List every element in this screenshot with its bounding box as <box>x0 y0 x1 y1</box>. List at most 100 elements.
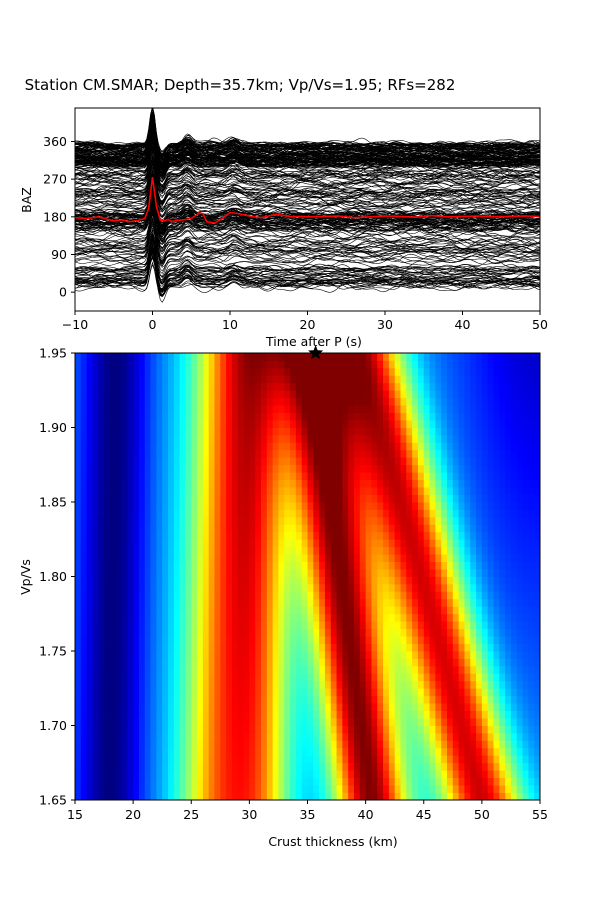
heatmap-cell <box>301 688 308 697</box>
heatmap-cell <box>377 509 384 518</box>
rf-x-axis-label: Time after P (s) <box>265 334 362 349</box>
heatmap-cell <box>208 710 215 719</box>
heatmap-cell <box>92 457 99 466</box>
heatmap-cell <box>301 680 308 689</box>
heatmap-cell <box>417 479 425 488</box>
heatmap-cell <box>231 554 239 562</box>
heatmap-cell <box>214 725 221 734</box>
heatmap-cell <box>197 725 204 734</box>
heatmap-cell <box>261 755 268 764</box>
heatmap-cell <box>313 367 320 376</box>
heatmap-cell <box>417 762 425 771</box>
heatmap-cell <box>470 643 477 652</box>
heatmap-cell <box>452 673 460 682</box>
heatmap-cell <box>191 673 198 682</box>
heatmap-cell <box>441 420 448 428</box>
heatmap-cell <box>272 434 279 443</box>
heatmap-cell <box>86 680 93 689</box>
heatmap-cell <box>481 382 489 391</box>
heatmap-cell <box>121 792 128 801</box>
heatmap-cell <box>319 576 326 585</box>
heatmap-cell <box>138 621 146 630</box>
heatmap-cell <box>481 710 489 719</box>
heatmap-cell <box>75 531 82 540</box>
heatmap-cell <box>342 680 349 689</box>
heatmap-cell <box>208 621 215 630</box>
heatmap-cell <box>313 621 320 630</box>
heatmap-cell <box>534 665 541 674</box>
heatmap-cell <box>400 621 407 630</box>
heatmap-cell <box>510 725 518 734</box>
heatmap-cell <box>75 561 82 570</box>
heatmap-cell <box>168 509 175 518</box>
heatmap-cell <box>301 524 308 533</box>
heatmap-cell <box>301 412 308 421</box>
heatmap-cell <box>336 710 343 719</box>
heatmap-cell <box>301 792 308 801</box>
heatmap-cell <box>144 524 151 533</box>
heatmap-cell <box>324 718 332 726</box>
heatmap-cell <box>138 427 146 436</box>
heatmap-cell <box>359 442 367 451</box>
heatmap-cell <box>278 449 285 458</box>
heatmap-cell <box>92 464 99 473</box>
heatmap-cell <box>284 375 291 384</box>
heatmap-cell <box>249 658 256 667</box>
heatmap-cell <box>156 494 163 503</box>
heatmap-cell <box>429 740 436 749</box>
heatmap-cell <box>324 710 332 719</box>
heatmap-cell <box>348 688 355 697</box>
heatmap-cell <box>185 695 192 704</box>
heatmap-cell <box>133 636 140 644</box>
heatmap-cell <box>336 740 343 749</box>
rf-x-tick-label: 30 <box>377 317 393 332</box>
heatmap-cell <box>470 412 477 421</box>
heatmap-cell <box>156 658 163 667</box>
heatmap-cell <box>324 651 332 659</box>
heatmap-cell <box>284 755 291 764</box>
heatmap-cell <box>231 434 239 443</box>
heatmap-cell <box>487 509 494 518</box>
heatmap-cell <box>98 412 105 421</box>
heatmap-cell <box>394 457 401 466</box>
heatmap-cell <box>307 487 314 495</box>
heatmap-cell <box>307 695 314 704</box>
heatmap-cell <box>92 367 99 376</box>
heatmap-cell <box>435 546 442 555</box>
heatmap-cell <box>295 718 303 726</box>
heatmap-cell <box>400 554 407 562</box>
heatmap-cell <box>388 673 396 682</box>
heatmap-cell <box>464 561 471 570</box>
heatmap-cell <box>470 479 477 488</box>
heatmap-cell <box>243 531 250 540</box>
heatmap-cell <box>144 665 151 674</box>
heatmap-cell <box>214 785 221 793</box>
heatmap-cell <box>481 770 489 779</box>
heatmap-cell <box>324 487 332 495</box>
heatmap-cell <box>127 509 134 518</box>
heatmap-cell <box>185 770 192 779</box>
heatmap-cell <box>133 516 140 525</box>
heatmap-cell <box>423 479 430 488</box>
heatmap-cell <box>255 576 262 585</box>
rf-trace <box>75 138 540 194</box>
heatmap-cell <box>394 524 401 533</box>
heatmap-cell <box>179 382 186 391</box>
heatmap-cell <box>197 554 204 562</box>
heatmap-cell <box>237 606 244 615</box>
heatmap-cell <box>202 643 210 652</box>
heatmap-cell <box>307 405 314 413</box>
heatmap-cell <box>185 732 192 741</box>
heatmap-cell <box>371 680 378 689</box>
heatmap-cell <box>493 710 500 719</box>
heatmap-cell <box>104 516 111 525</box>
heatmap-cell <box>75 472 82 481</box>
heatmap-cell <box>522 420 529 428</box>
heatmap-cell <box>115 554 122 562</box>
heatmap-cell <box>98 524 105 533</box>
heatmap-cell <box>80 591 88 600</box>
heatmap-cell <box>348 636 355 644</box>
heatmap-cell <box>510 405 518 413</box>
heatmap-cell <box>534 487 541 495</box>
heatmap-cell <box>522 710 529 719</box>
